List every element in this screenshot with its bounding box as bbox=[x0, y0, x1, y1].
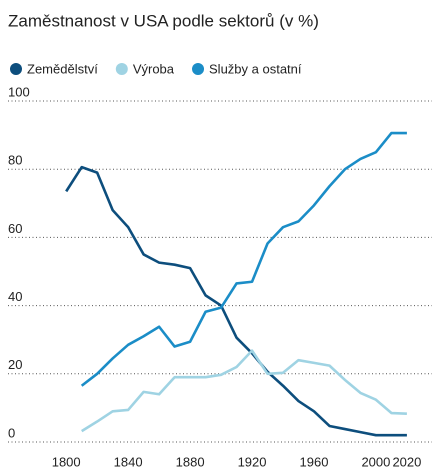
x-tick-label: 2000 bbox=[361, 454, 390, 469]
y-tick-label: 60 bbox=[8, 221, 22, 236]
x-tick-label: 1840 bbox=[114, 454, 143, 469]
legend-swatch bbox=[10, 63, 22, 75]
legend-label: Zemědělství bbox=[27, 61, 98, 76]
x-tick-label: 1960 bbox=[300, 454, 329, 469]
y-tick-label: 80 bbox=[8, 153, 22, 168]
x-tick-label: 2020 bbox=[392, 454, 421, 469]
legend-label: Služby a ostatní bbox=[209, 61, 302, 76]
series-line bbox=[80, 131, 407, 387]
legend-swatch bbox=[115, 63, 128, 75]
y-tick-label: 0 bbox=[8, 425, 15, 440]
series-line bbox=[65, 165, 407, 437]
y-tick-label: 40 bbox=[8, 289, 22, 304]
y-tick-label: 20 bbox=[8, 357, 22, 372]
x-tick-label: 1800 bbox=[52, 454, 81, 469]
legend-swatch bbox=[192, 63, 205, 75]
x-tick-label: 1880 bbox=[176, 454, 205, 469]
series-line bbox=[80, 349, 407, 433]
chart-subtitle: Zaměstnanost v USA podle sektorů (v %) bbox=[8, 11, 319, 30]
y-tick-label: 100 bbox=[8, 84, 30, 99]
legend-label: Výroba bbox=[133, 61, 175, 76]
x-tick-label: 1920 bbox=[238, 454, 267, 469]
